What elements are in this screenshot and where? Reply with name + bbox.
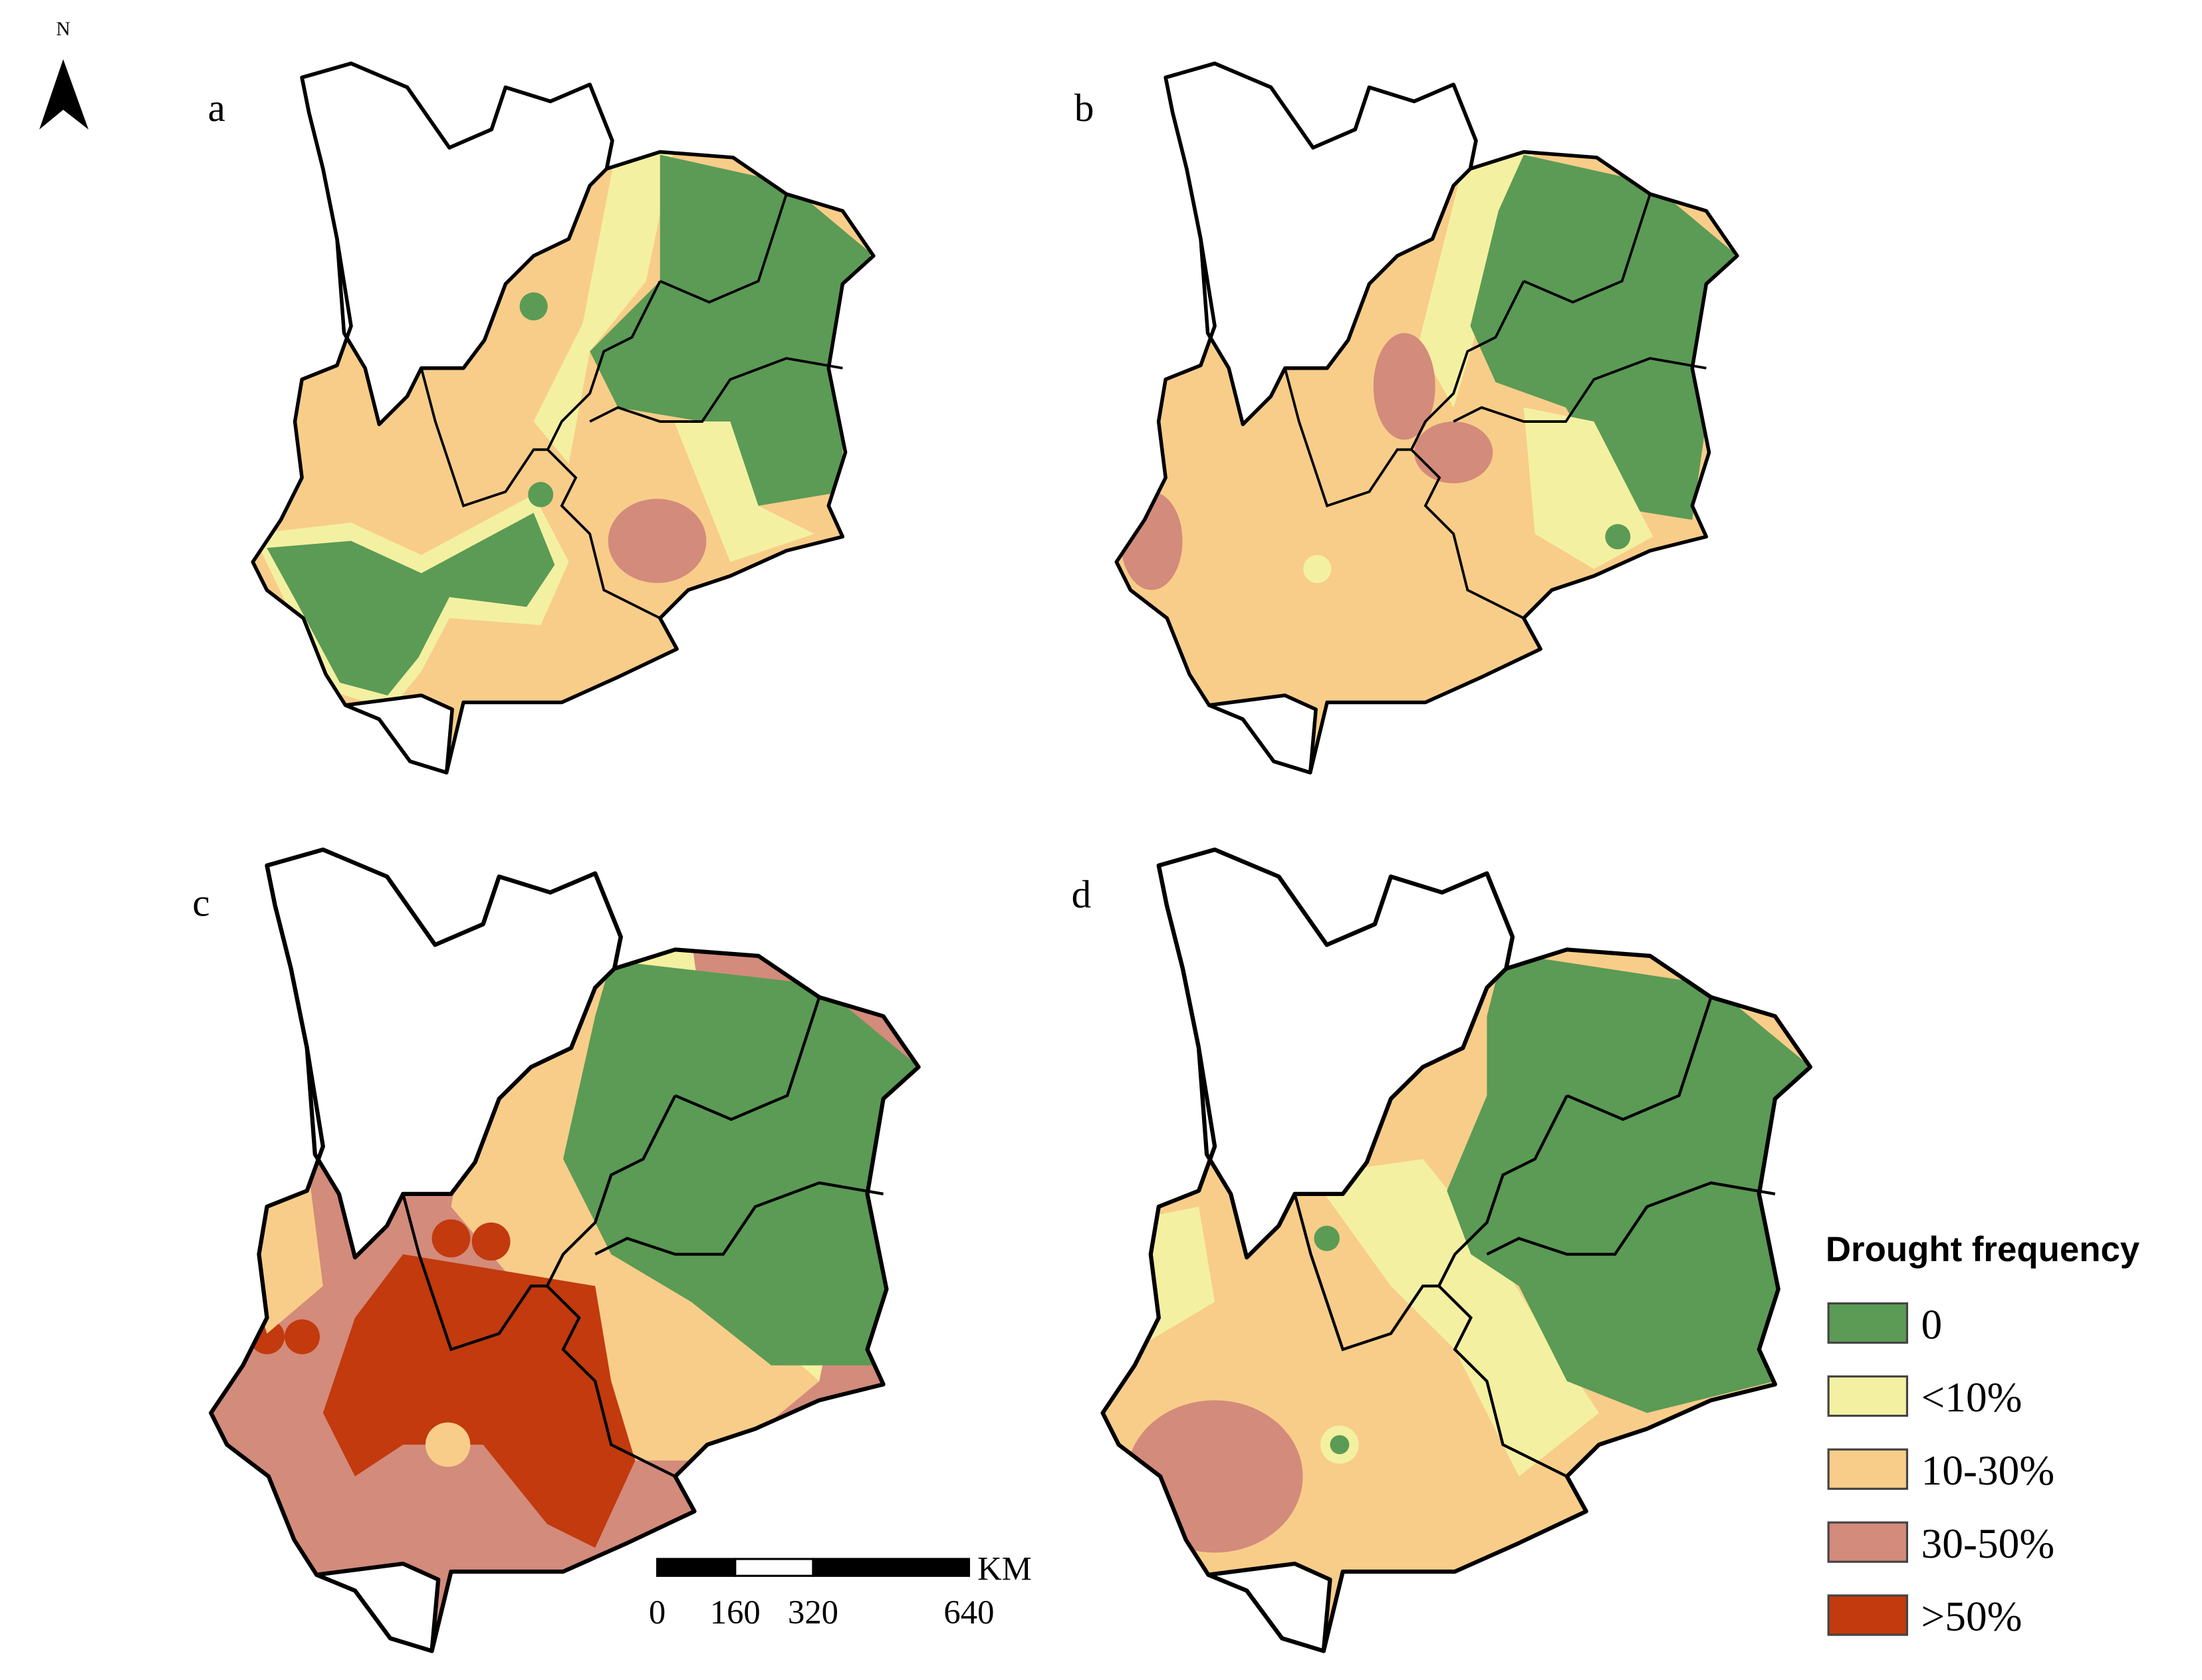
legend-swatch	[1827, 1375, 1909, 1417]
legend-swatch	[1827, 1594, 1909, 1636]
legend-label: 10-30%	[1921, 1447, 2055, 1494]
scale-label: 0	[649, 1594, 666, 1631]
scale-label: 320	[788, 1594, 838, 1631]
legend-label: 30-50%	[1921, 1520, 2055, 1567]
legend-label: <10%	[1921, 1374, 2022, 1421]
scale-label: 640	[943, 1594, 994, 1631]
panel-labels: a b c d	[192, 86, 1094, 925]
legend-label: >50%	[1921, 1594, 2022, 1640]
scale-unit: KM	[977, 1550, 1032, 1588]
legend-swatch	[1827, 1521, 1909, 1563]
panel-label: c	[192, 881, 209, 925]
map-panel	[1074, 43, 1776, 801]
scale-label: 160	[710, 1594, 761, 1631]
scale-bar: 0 160 320 640 KM	[649, 1550, 1032, 1631]
scale-segment	[656, 1558, 737, 1577]
legend-title: Drought frequency	[1826, 1230, 2140, 1269]
panel-label: d	[1072, 872, 1092, 916]
map-panel	[163, 826, 963, 1680]
scale-segment	[812, 1558, 971, 1577]
north-label: N	[56, 19, 70, 40]
scale-segment	[734, 1558, 814, 1577]
legend-swatch	[1827, 1302, 1909, 1344]
panel-label: b	[1074, 86, 1094, 130]
legend-label: 0	[1921, 1301, 1943, 1348]
map-panel	[1054, 826, 1855, 1680]
north-arrow	[39, 59, 89, 130]
map-panel	[211, 43, 913, 801]
legend: Drought frequency 0 <10% 10-30% 30-50% >50%	[1826, 1230, 2140, 1640]
panel-label: a	[208, 86, 225, 130]
legend-swatch	[1827, 1448, 1909, 1490]
